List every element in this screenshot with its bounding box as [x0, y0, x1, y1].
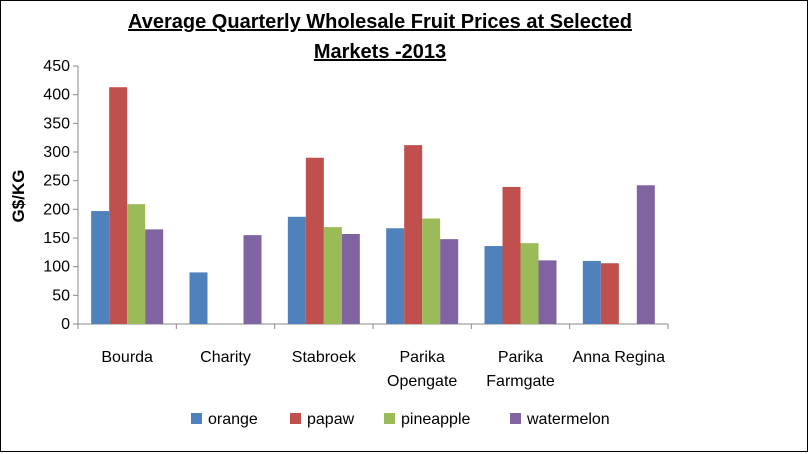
bar-orange	[91, 211, 110, 324]
legend-label-orange: orange	[208, 411, 258, 428]
y-tick-label: 100	[43, 259, 70, 276]
legend-label-pineapple: pineapple	[401, 411, 471, 428]
y-tick-label: 200	[43, 201, 70, 218]
y-tick-label: 350	[43, 115, 70, 132]
bar-pineapple	[127, 204, 146, 324]
legend-swatch-papaw	[290, 413, 301, 424]
bar-orange	[484, 246, 503, 324]
bar-pineapple	[520, 243, 539, 324]
bar-pineapple	[422, 218, 441, 324]
category-label: Parika	[399, 349, 444, 366]
bar-orange	[386, 228, 405, 324]
category-label: Farmgate	[486, 373, 555, 390]
legend-swatch-orange	[191, 413, 202, 424]
y-axis-label: G$/KG	[9, 170, 28, 223]
bar-papaw	[109, 87, 128, 324]
y-tick-label: 150	[43, 230, 70, 247]
chart-title-line2: Markets -2013	[314, 41, 446, 63]
category-label: Bourda	[101, 349, 153, 366]
bar-orange	[287, 216, 306, 324]
legend-label-papaw: papaw	[307, 411, 355, 428]
bar-pineapple	[323, 227, 342, 324]
y-tick-label: 300	[43, 144, 70, 161]
bar-papaw	[305, 157, 324, 324]
legend-label-watermelon: watermelon	[526, 411, 610, 428]
bar-watermelon	[440, 239, 459, 324]
legend-swatch-watermelon	[510, 413, 521, 424]
y-tick-label: 0	[61, 316, 70, 333]
category-label: Parika	[498, 349, 543, 366]
bar-orange	[189, 272, 208, 324]
y-tick-label: 50	[52, 287, 70, 304]
bar-watermelon	[145, 229, 164, 324]
bar-papaw	[404, 145, 423, 324]
bar-watermelon	[538, 260, 557, 324]
category-label: Stabroek	[292, 349, 357, 366]
legend-swatch-pineapple	[384, 413, 395, 424]
legend: orange papaw pineapple watermelon	[191, 411, 610, 428]
y-tick-label: 250	[43, 173, 70, 190]
category-label: Anna Regina	[573, 349, 666, 366]
plot-area: 0 50 100 150 200 250 300 350 400 450 Bourda Charity…	[43, 58, 669, 390]
y-tick-label: 400	[43, 87, 70, 104]
bar-watermelon	[243, 235, 262, 324]
bar-watermelon	[341, 233, 360, 324]
bar-orange	[582, 260, 601, 324]
category-label: Opengate	[387, 373, 457, 390]
chart-title-line1: Average Quarterly Wholesale Fruit Prices…	[128, 11, 632, 33]
bar-papaw	[600, 263, 619, 324]
y-tick-label: 450	[43, 58, 70, 75]
bar-watermelon	[636, 185, 655, 324]
category-label: Charity	[200, 349, 251, 366]
bar-papaw	[502, 186, 521, 324]
